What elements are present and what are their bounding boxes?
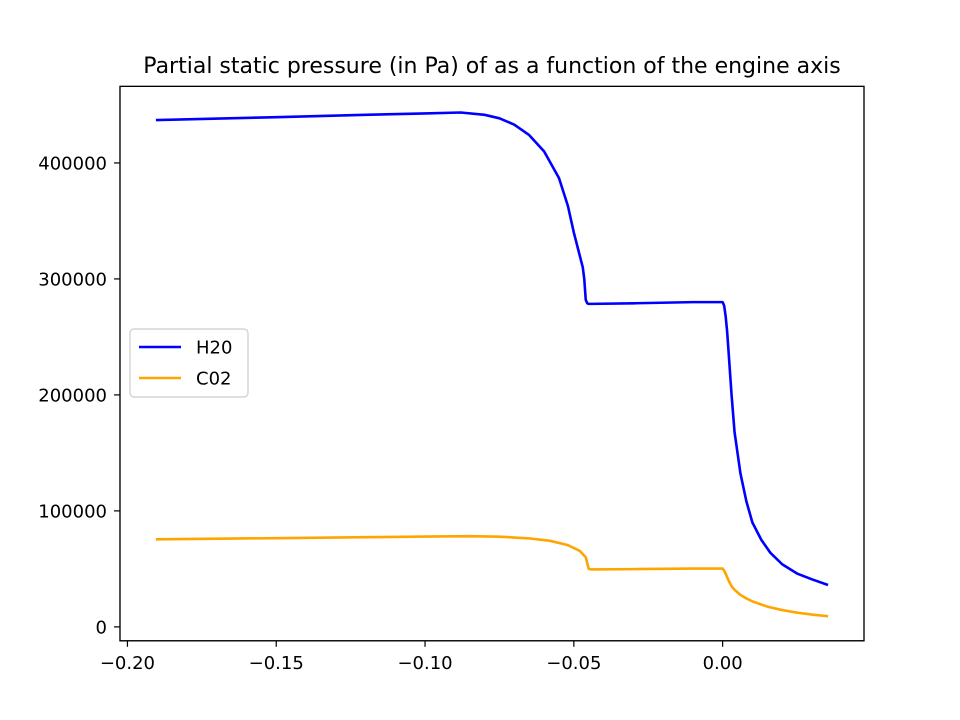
x-tick-label: −0.10 — [397, 653, 452, 674]
y-axis: 0 100000 200000 300000 400000 — [38, 153, 120, 638]
y-tick-label: 0 — [96, 617, 107, 638]
x-tick-label: 0.00 — [703, 653, 743, 674]
axes-spines — [119, 85, 865, 642]
legend-label-c02: C02 — [196, 369, 231, 390]
x-tick-label: −0.20 — [100, 653, 155, 674]
x-tick-label: −0.05 — [546, 653, 601, 674]
y-tick-label: 200000 — [38, 385, 107, 406]
legend-label-h20: H20 — [196, 338, 232, 359]
chart-title: Partial static pressure (in Pa) of as a … — [143, 54, 840, 79]
series-line-h20 — [155, 111, 829, 587]
series-layer — [155, 111, 829, 618]
y-tick-label: 400000 — [38, 153, 107, 174]
y-tick-label: 300000 — [38, 269, 107, 290]
series-line-c02 — [155, 534, 829, 618]
y-tick-label: 100000 — [38, 501, 107, 522]
x-axis: −0.20 −0.15 −0.10 −0.05 0.00 — [100, 640, 743, 674]
x-tick-label: −0.15 — [249, 653, 304, 674]
